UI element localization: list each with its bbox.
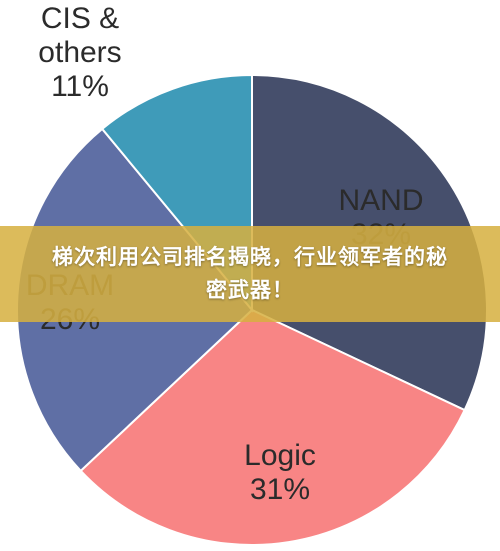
title-banner: 梯次利用公司排名揭晓，行业领军者的秘密武器！ [0,226,500,322]
slice-label: CIS & others 11% [38,2,121,103]
slice-label: Logic 31% [244,439,316,506]
page-title: 梯次利用公司排名揭晓，行业领军者的秘密武器！ [52,245,448,302]
pie-slice [79,308,466,546]
